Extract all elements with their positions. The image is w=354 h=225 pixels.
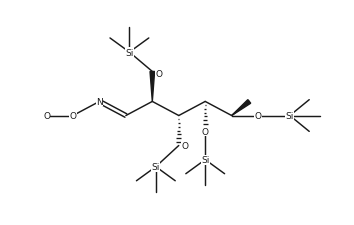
Text: Si: Si xyxy=(286,112,294,121)
Polygon shape xyxy=(150,72,155,102)
Text: Si: Si xyxy=(152,162,160,171)
Text: O: O xyxy=(69,112,76,121)
Text: O: O xyxy=(43,112,50,121)
Text: N: N xyxy=(96,97,103,106)
Text: O: O xyxy=(155,70,162,79)
Text: O: O xyxy=(255,112,262,121)
Text: Si: Si xyxy=(201,155,210,164)
Text: O: O xyxy=(182,141,189,150)
Text: Si: Si xyxy=(125,48,133,57)
Text: O: O xyxy=(202,127,209,136)
Polygon shape xyxy=(232,100,251,116)
